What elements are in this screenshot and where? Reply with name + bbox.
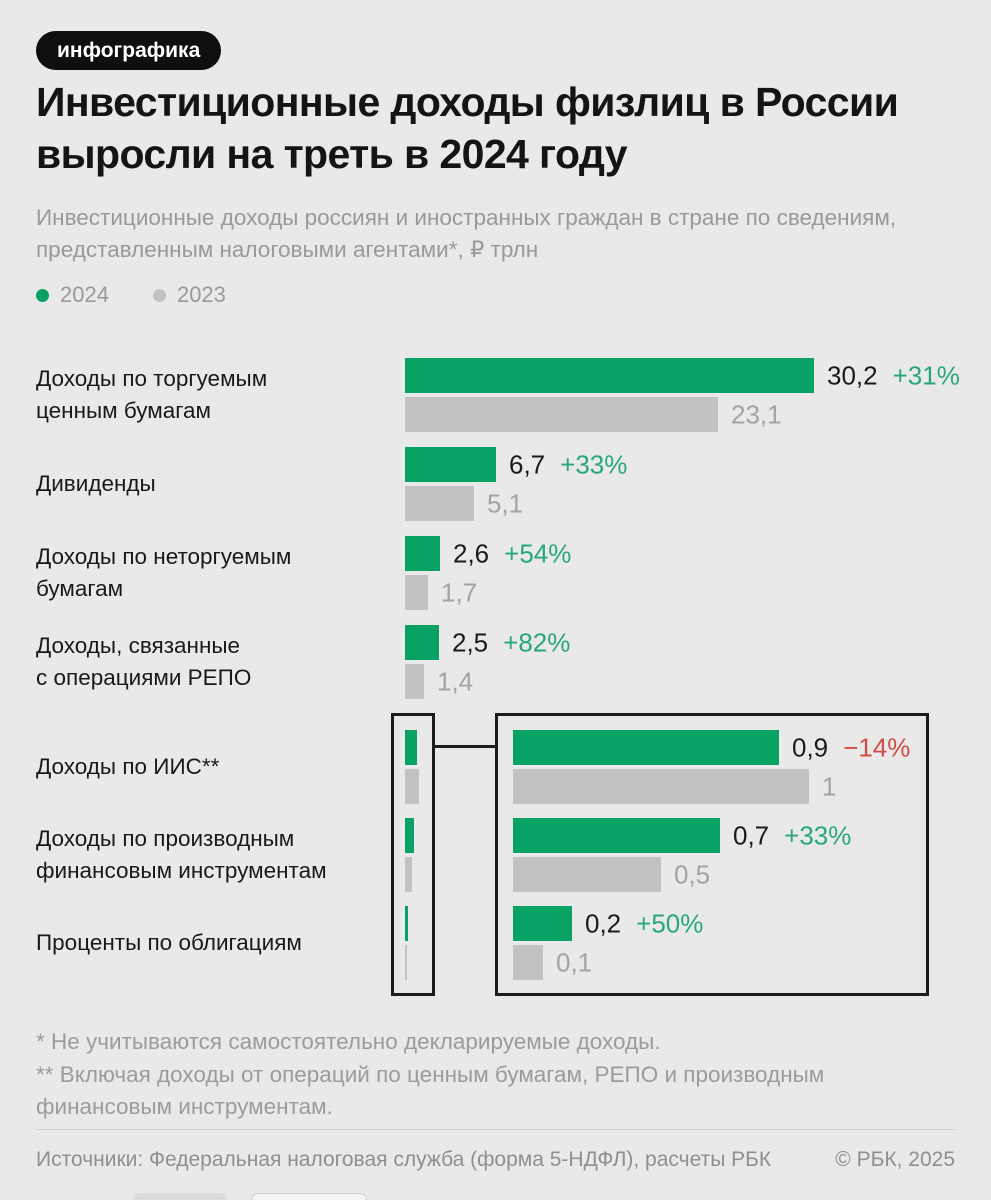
bar-2024 (513, 906, 572, 941)
bar-2023 (405, 397, 718, 432)
page-title: Инвестиционные доходы физлиц в России вы… (36, 79, 899, 178)
value-row-2023: 0,5 (674, 860, 710, 891)
value-2023: 1,4 (437, 666, 474, 697)
value-2023: 1,7 (441, 577, 478, 608)
footnote-2: ** Включая доходы от операций по ценным … (36, 1061, 825, 1120)
change-percent: +33% (560, 449, 628, 480)
value-2023: 1 (822, 771, 837, 802)
category-label: Дивиденды (36, 471, 156, 497)
value-row-2024: 0,7 +33% (733, 821, 851, 852)
footer-copyright: © РБК, 2025 (835, 1148, 955, 1171)
value-row-2024: 0,2 +50% (585, 909, 703, 940)
value-2023: 5,1 (487, 488, 524, 519)
zoom-source-box (391, 713, 435, 996)
change-percent: +33% (784, 820, 852, 851)
change-percent: +31% (892, 360, 960, 391)
value-row-2024: 30,2 +31% (827, 361, 960, 392)
category-label: Доходы по неторгуемым бумагам (36, 544, 292, 601)
legend-label-2023: 2023 (176, 282, 226, 307)
legend-dot-2024-icon (36, 288, 49, 302)
legend-item-2023: 2023 (152, 282, 226, 308)
bar-2024 (513, 818, 720, 853)
mini-bar-2024 (405, 818, 414, 853)
legend-item-2024: 2024 (36, 282, 109, 308)
value-row-2023: 23,1 (731, 400, 782, 431)
value-row-2023: 1 (822, 772, 836, 803)
legend: 2024 2023 (36, 282, 226, 308)
mini-bar-2023 (405, 769, 419, 804)
zoom-inset-box (495, 713, 929, 996)
bar-2024 (513, 730, 779, 765)
bar-2024 (405, 625, 439, 660)
value-2024: 2,5 (452, 627, 489, 658)
bar-2024 (405, 447, 496, 482)
footer-source: Источники: Федеральная налоговая служба … (36, 1148, 772, 1171)
value-2023: 0,5 (674, 859, 711, 890)
infographic-badge: инфографика (36, 31, 222, 71)
change-percent: +82% (503, 627, 571, 658)
value-2024: 2,6 (453, 538, 490, 569)
value-row-2024: 0,9 −14% (792, 733, 910, 764)
value-row-2023: 0,1 (556, 948, 592, 979)
category-label: Доходы по производным финансовым инструм… (36, 826, 327, 883)
value-2024: 0,2 (585, 908, 622, 939)
category-label: Доходы, связанные с операциями РЕПО (36, 633, 252, 690)
change-percent: +50% (636, 908, 704, 939)
bar-2023 (405, 664, 424, 699)
bar-2024 (405, 358, 814, 393)
change-percent: +54% (504, 538, 572, 569)
chart-subtitle: Инвестиционные доходы россиян и иностран… (36, 205, 897, 262)
category-label: Доходы по торгуемым ценным бумагам (36, 366, 268, 423)
bar-2023 (405, 486, 474, 521)
footer: Источники: Федеральная налоговая служба … (36, 1148, 955, 1172)
value-2024: 30,2 (827, 360, 878, 391)
value-row-2024: 2,5 +82% (452, 628, 570, 659)
value-2023: 23,1 (731, 399, 782, 430)
bar-2023 (513, 769, 809, 804)
mini-bar-2024 (405, 730, 417, 765)
legend-dot-2023-icon (152, 288, 166, 302)
value-2024: 0,9 (792, 732, 829, 763)
legend-label-2024: 2024 (60, 282, 109, 307)
mini-bar-2023 (405, 857, 412, 892)
cropped-element-sliver (133, 1193, 227, 1200)
bar-2024 (405, 536, 440, 571)
value-2023: 0,1 (556, 947, 593, 978)
zoom-connector-line (433, 745, 495, 748)
bar-2023 (513, 945, 543, 980)
mini-bar-2024 (405, 906, 408, 941)
mini-bar-2023 (405, 945, 407, 980)
cropped-element-sliver (251, 1193, 367, 1200)
value-2024: 6,7 (509, 449, 546, 480)
bar-2023 (405, 575, 428, 610)
footnotes: * Не учитываются самостоятельно декларир… (36, 1026, 906, 1124)
value-row-2023: 1,7 (441, 578, 477, 609)
value-row-2023: 5,1 (487, 489, 523, 520)
value-row-2024: 6,7 +33% (509, 450, 627, 481)
category-label: Доходы по ИИС** (36, 754, 220, 780)
category-label: Проценты по облигациям (36, 930, 302, 956)
footer-divider (36, 1129, 955, 1130)
bar-2023 (513, 857, 661, 892)
change-percent: −14% (843, 732, 911, 763)
value-2024: 0,7 (733, 820, 770, 851)
value-row-2023: 1,4 (437, 667, 473, 698)
footnote-1: * Не учитываются самостоятельно декларир… (36, 1029, 661, 1054)
value-row-2024: 2,6 +54% (453, 539, 571, 570)
